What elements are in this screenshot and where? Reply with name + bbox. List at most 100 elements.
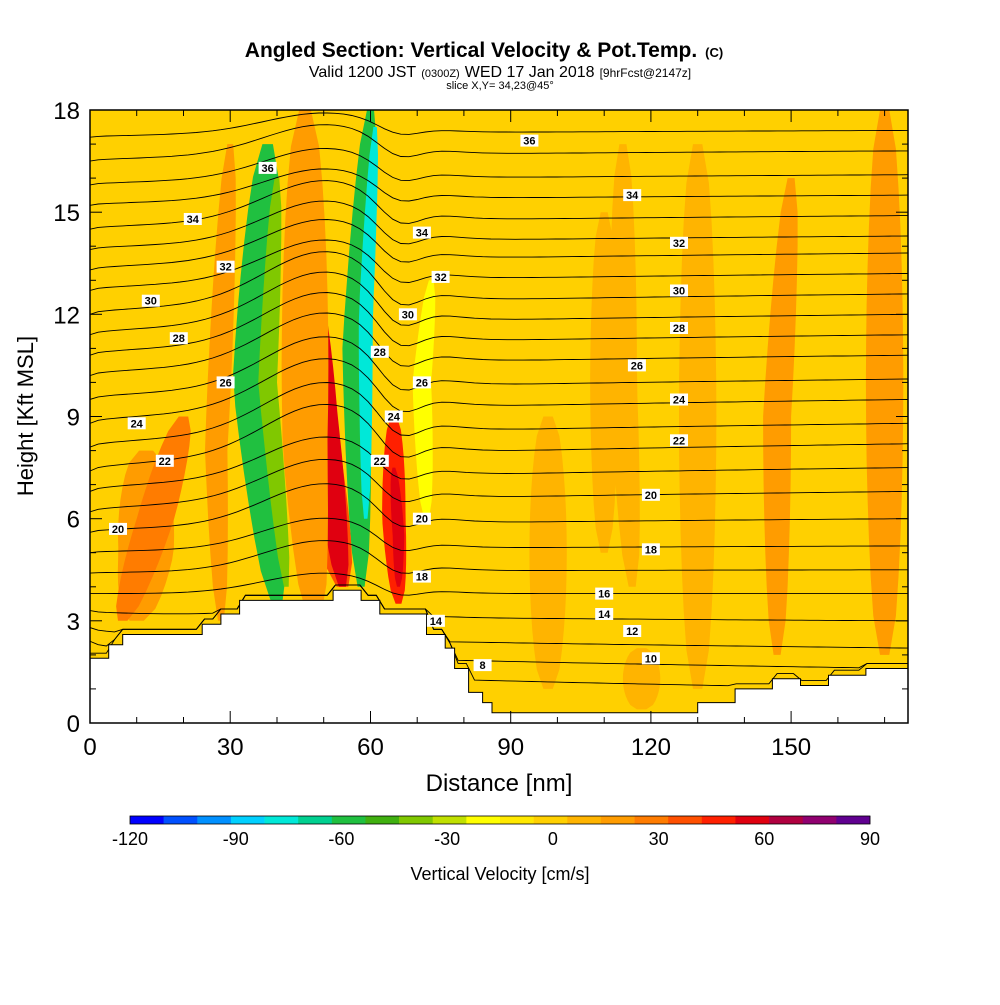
isentrope-label-31: 12 — [623, 625, 642, 638]
isentrope-label-18: 24 — [384, 410, 403, 424]
colorbar-swatch — [735, 816, 770, 824]
colorbar-swatch — [701, 816, 736, 824]
isentrope-label-text: 22 — [374, 456, 386, 468]
colorbar-swatch — [668, 816, 703, 824]
isentrope-label-28: 16 — [595, 587, 614, 601]
x-tick-label: 60 — [357, 734, 384, 761]
isentrope-label-text: 26 — [219, 377, 231, 389]
isentrope-label-3: 34 — [412, 226, 431, 240]
y-tick-label: 18 — [53, 98, 80, 125]
x-tick-label: 30 — [217, 734, 244, 761]
y-tick-label: 9 — [67, 405, 80, 432]
y-tick-label: 3 — [67, 609, 80, 636]
valid-time: Valid 1200 JST (0300Z) WED 17 Jan 2018 [9hr… — [309, 64, 691, 81]
isentrope-label-text: 24 — [388, 412, 401, 424]
isentrope-27 — [90, 292, 908, 356]
isentrope-37 — [90, 112, 908, 138]
isentrope-label-25: 20 — [641, 488, 660, 502]
valid-time-prefix: Valid 1200 JST — [309, 64, 417, 81]
velocity-cell-12 — [281, 110, 329, 621]
colorbar-tick-label: -90 — [223, 829, 249, 849]
colorbar-swatch — [130, 816, 164, 824]
isentrope-label-2: 34 — [183, 213, 202, 226]
isentrope-label-text: 28 — [173, 333, 185, 345]
isentrope-24 — [90, 358, 908, 424]
isentrope-label-33: 8 — [473, 659, 492, 672]
colorbar-frame — [129, 815, 871, 825]
isentrope-label-text: 14 — [598, 609, 611, 621]
x-tick-label: 90 — [497, 734, 524, 761]
isentrope-label-17: 24 — [127, 417, 146, 430]
isentrope-label-text: 30 — [145, 296, 157, 308]
slice-info: slice X,Y= 34,23@45° — [446, 80, 554, 92]
colorbar-tick-label: 60 — [754, 829, 774, 849]
velocity-cell-17 — [608, 144, 640, 587]
isentrope-label-6: 32 — [431, 270, 450, 284]
isentrope-16 — [90, 572, 908, 596]
isentrope-label-24: 20 — [412, 512, 431, 526]
terrain — [90, 589, 908, 723]
isentrope-label-text: 34 — [416, 228, 429, 240]
isentrope-label-29: 14 — [426, 614, 445, 628]
isentrope-label-12: 28 — [370, 345, 389, 359]
isentrope-33 — [90, 180, 908, 230]
colorbar-swatch — [399, 816, 434, 824]
isentrope-label-text: 20 — [112, 524, 124, 536]
isentrope-31 — [90, 219, 908, 271]
isentrope-label-19: 24 — [670, 393, 688, 407]
velocity-cell-14 — [679, 144, 717, 689]
isentrope-label-text: 36 — [261, 163, 273, 175]
isentrope-label-text: 20 — [645, 490, 657, 502]
y-axis-label: Height [Kft MSL] — [13, 336, 38, 496]
colorbar-swatch — [500, 816, 534, 824]
isentrope-label-21: 22 — [370, 454, 389, 468]
velocity-cell-3 — [358, 127, 378, 519]
colorbar-label: Vertical Velocity [cm/s] — [410, 864, 589, 884]
isentrope-label-23: 20 — [109, 522, 127, 536]
y-tick-label: 15 — [53, 200, 80, 227]
colorbar-swatch — [230, 816, 265, 824]
isentrope-label-text: 24 — [673, 395, 686, 407]
isentrope-22 — [90, 403, 908, 472]
isentrope-label-22: 22 — [670, 434, 688, 447]
isentrope-label-9: 30 — [398, 308, 417, 321]
isentrope-label-text: 16 — [598, 589, 610, 601]
isentrope-labels: 36 36 34 34 34 32 32 32 30 30 30 28 28 28 26 26 26 24 24 24… — [109, 134, 688, 672]
isentrope-label-1: 36 — [520, 134, 539, 148]
colorbar-swatch — [466, 816, 501, 824]
colorbar-swatch — [365, 816, 400, 824]
colorbar-tick-label: 30 — [649, 829, 669, 849]
isentrope-label-text: 34 — [187, 214, 200, 226]
colorbar-tick-label: -60 — [328, 829, 354, 849]
isentrope-label-4: 34 — [623, 189, 642, 202]
forecast-info: [9hrFcst@2147z] — [600, 66, 692, 80]
colorbar-swatch — [264, 816, 299, 824]
isentrope-17 — [90, 540, 908, 574]
isentrope-label-14: 26 — [216, 376, 235, 389]
colorbar-swatch — [769, 816, 804, 824]
isentrope-label-27: 18 — [641, 543, 660, 556]
x-axis-label: Distance [nm] — [426, 770, 573, 797]
velocity-cell-4 — [412, 280, 436, 519]
colorbar-tick-label: -30 — [434, 829, 460, 849]
isentrope-label-text: 30 — [673, 286, 685, 298]
x-tick-label: 0 — [83, 734, 96, 761]
velocity-cell-18 — [529, 416, 567, 689]
isentrope-label-text: 8 — [480, 660, 486, 672]
isentrope-label-text: 12 — [626, 626, 638, 638]
isentrope-32 — [90, 200, 908, 251]
isentrope-28 — [90, 271, 908, 336]
velocity-cell-16 — [865, 110, 904, 655]
isentrope-label-text: 32 — [434, 272, 446, 284]
isentrope-19 — [90, 483, 908, 533]
colorbar-swatch — [331, 816, 366, 824]
isentrope-label-text: 34 — [626, 190, 639, 202]
isentrope-label-26: 18 — [412, 570, 431, 584]
isentrope-26 — [90, 312, 908, 377]
isentrope-label-text: 18 — [645, 544, 657, 556]
isentrope-label-11: 28 — [169, 332, 188, 345]
colorbar-tick-label: 90 — [860, 829, 880, 849]
isentrope-label-text: 32 — [219, 262, 231, 274]
